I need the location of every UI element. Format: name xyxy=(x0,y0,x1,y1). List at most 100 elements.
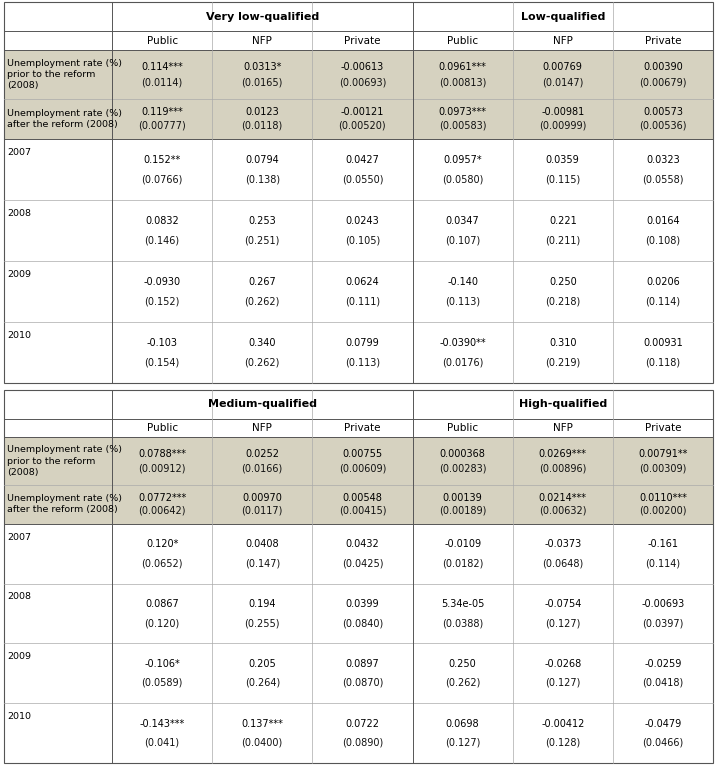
Text: 0.00791**: 0.00791** xyxy=(638,449,688,459)
Text: (0.0580): (0.0580) xyxy=(442,174,483,184)
Text: 0.0973***: 0.0973*** xyxy=(439,107,487,117)
Text: 0.0799: 0.0799 xyxy=(346,338,379,348)
Text: (0.00283): (0.00283) xyxy=(439,463,486,473)
Text: 2009: 2009 xyxy=(7,652,31,661)
Text: NFP: NFP xyxy=(553,36,573,46)
Text: -0.0479: -0.0479 xyxy=(645,719,682,728)
Text: (0.255): (0.255) xyxy=(244,618,280,628)
Text: Public: Public xyxy=(146,423,178,433)
Text: 0.0794: 0.0794 xyxy=(245,155,279,165)
Text: (0.00189): (0.00189) xyxy=(439,506,486,516)
Text: 0.221: 0.221 xyxy=(549,215,576,226)
Text: 0.137***: 0.137*** xyxy=(242,719,283,728)
Text: (0.120): (0.120) xyxy=(144,618,180,628)
Text: 0.000368: 0.000368 xyxy=(440,449,485,459)
Text: 0.0698: 0.0698 xyxy=(446,719,480,728)
Text: (0.152): (0.152) xyxy=(144,296,180,306)
Text: 0.0252: 0.0252 xyxy=(245,449,279,459)
Text: (0.041): (0.041) xyxy=(145,738,180,748)
Bar xyxy=(4,485,713,524)
Text: (0.113): (0.113) xyxy=(445,296,480,306)
Text: 0.0323: 0.0323 xyxy=(646,155,680,165)
Text: (0.0388): (0.0388) xyxy=(442,618,483,628)
Text: (0.218): (0.218) xyxy=(545,296,580,306)
Text: 0.0867: 0.0867 xyxy=(146,599,179,609)
Text: -0.140: -0.140 xyxy=(447,277,478,286)
Text: (0.127): (0.127) xyxy=(545,678,581,688)
Text: 0.0313*: 0.0313* xyxy=(243,62,282,72)
Text: -0.0373: -0.0373 xyxy=(544,539,581,549)
Text: 0.152**: 0.152** xyxy=(143,155,181,165)
Text: (0.118): (0.118) xyxy=(645,357,680,367)
Text: (0.0766): (0.0766) xyxy=(141,174,183,184)
Text: 0.0214***: 0.0214*** xyxy=(538,493,587,503)
Text: -0.161: -0.161 xyxy=(647,539,678,549)
Text: (0.00609): (0.00609) xyxy=(338,463,386,473)
Text: 2008: 2008 xyxy=(7,592,31,601)
Text: (0.146): (0.146) xyxy=(145,235,180,245)
Text: (0.0114): (0.0114) xyxy=(141,77,183,87)
Text: (0.114): (0.114) xyxy=(645,558,680,568)
Text: (0.00583): (0.00583) xyxy=(439,120,486,130)
Text: (0.0166): (0.0166) xyxy=(242,463,283,473)
Text: (0.00415): (0.00415) xyxy=(338,506,386,516)
Text: 0.119***: 0.119*** xyxy=(141,107,183,117)
Text: (0.0890): (0.0890) xyxy=(342,738,383,748)
Text: (0.105): (0.105) xyxy=(345,235,380,245)
Text: (0.0840): (0.0840) xyxy=(342,618,383,628)
Text: -0.0930: -0.0930 xyxy=(143,277,181,286)
Text: 0.0832: 0.0832 xyxy=(146,215,179,226)
Text: 0.205: 0.205 xyxy=(248,659,276,669)
Text: (0.0397): (0.0397) xyxy=(642,618,683,628)
Text: -0.00981: -0.00981 xyxy=(541,107,584,117)
Text: Private: Private xyxy=(645,423,681,433)
Text: Unemployment rate (%)
after the reform (2008): Unemployment rate (%) after the reform (… xyxy=(7,109,122,129)
Text: (0.00536): (0.00536) xyxy=(639,120,687,130)
Text: (0.219): (0.219) xyxy=(545,357,580,367)
Bar xyxy=(4,2,713,383)
Text: 0.00931: 0.00931 xyxy=(643,338,683,348)
Text: 0.0243: 0.0243 xyxy=(346,215,379,226)
Text: -0.143***: -0.143*** xyxy=(140,719,185,728)
Text: (0.00632): (0.00632) xyxy=(539,506,587,516)
Text: (0.0870): (0.0870) xyxy=(342,678,383,688)
Text: High-qualified: High-qualified xyxy=(518,399,607,409)
Text: (0.00813): (0.00813) xyxy=(439,77,486,87)
Text: 0.00769: 0.00769 xyxy=(543,62,583,72)
Text: 2007: 2007 xyxy=(7,148,31,157)
Text: Unemployment rate (%)
after the reform (2008): Unemployment rate (%) after the reform (… xyxy=(7,494,122,515)
Text: (0.0425): (0.0425) xyxy=(342,558,383,568)
Text: (0.0147): (0.0147) xyxy=(542,77,584,87)
Text: 0.250: 0.250 xyxy=(449,659,477,669)
Text: Private: Private xyxy=(344,423,381,433)
Text: (0.138): (0.138) xyxy=(244,174,280,184)
Text: 0.267: 0.267 xyxy=(248,277,276,286)
Text: 0.0408: 0.0408 xyxy=(245,539,279,549)
Text: (0.00912): (0.00912) xyxy=(138,463,186,473)
Text: 0.00755: 0.00755 xyxy=(342,449,382,459)
Bar xyxy=(4,390,713,763)
Text: (0.262): (0.262) xyxy=(244,357,280,367)
Text: (0.128): (0.128) xyxy=(545,738,580,748)
Text: 0.0164: 0.0164 xyxy=(646,215,680,226)
Text: 0.120*: 0.120* xyxy=(146,539,179,549)
Text: 0.0359: 0.0359 xyxy=(546,155,579,165)
Text: (0.0466): (0.0466) xyxy=(642,738,683,748)
Text: (0.00896): (0.00896) xyxy=(539,463,587,473)
Text: Public: Public xyxy=(146,36,178,46)
Text: 0.0427: 0.0427 xyxy=(346,155,379,165)
Text: 0.0110***: 0.0110*** xyxy=(639,493,687,503)
Text: 0.0722: 0.0722 xyxy=(346,719,379,728)
Text: -0.106*: -0.106* xyxy=(144,659,180,669)
Text: (0.115): (0.115) xyxy=(545,174,580,184)
Text: Public: Public xyxy=(447,423,478,433)
Text: (0.00642): (0.00642) xyxy=(138,506,186,516)
Text: (0.0652): (0.0652) xyxy=(141,558,183,568)
Text: Unemployment rate (%)
prior to the reform
(2008): Unemployment rate (%) prior to the refor… xyxy=(7,446,122,476)
Text: 0.00139: 0.00139 xyxy=(442,493,483,503)
Text: -0.00693: -0.00693 xyxy=(641,599,685,609)
Text: (0.0558): (0.0558) xyxy=(642,174,684,184)
Bar xyxy=(4,99,713,139)
Text: 0.0897: 0.0897 xyxy=(346,659,379,669)
Text: 0.0788***: 0.0788*** xyxy=(138,449,186,459)
